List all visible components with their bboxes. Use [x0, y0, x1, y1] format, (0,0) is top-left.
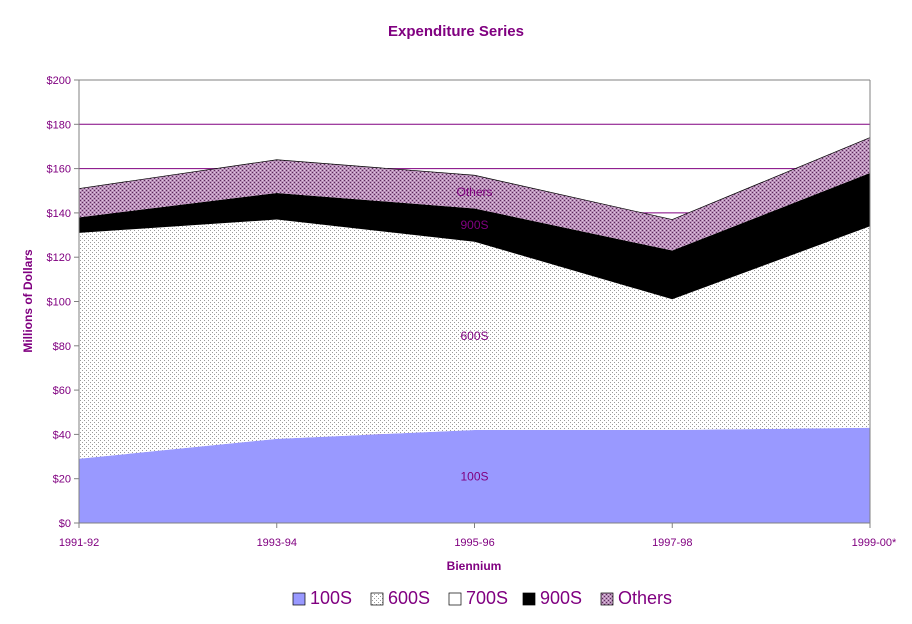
y-tick-label: $160 [47, 164, 71, 176]
y-tick-label: $80 [53, 341, 71, 353]
legend-label: Others [618, 588, 672, 608]
area-label-600s: 600S [460, 329, 488, 343]
legend-item-others: Others [600, 588, 672, 608]
x-tick-label: 1997-98 [652, 537, 692, 549]
y-axis-title: Millions of Dollars [21, 249, 35, 353]
y-tick-label: $180 [47, 119, 71, 131]
x-tick-label: 1999-00* [852, 537, 897, 549]
legend-swatch [522, 592, 536, 606]
area-label-100s: 100S [460, 469, 488, 483]
area-600s [79, 219, 870, 459]
x-axis-title: Biennium [447, 559, 502, 573]
legend-item-600s: 600S [370, 588, 430, 608]
legend: 100S 600S 700S 900S Others [292, 588, 672, 608]
y-tick-label: $60 [53, 385, 71, 397]
legend-item-100s: 100S [292, 588, 352, 608]
y-tick-label: $20 [53, 474, 71, 486]
y-tick-label: $40 [53, 429, 71, 441]
y-tick-label: $120 [47, 252, 71, 264]
axes: $0 $20 $40 $60 $80 $100 $120 $140 $160 $180 $200 19… [47, 75, 898, 549]
y-tick-label: $0 [59, 518, 71, 530]
legend-label: 700S [466, 588, 508, 608]
area-top-outline [78, 137, 871, 220]
x-tick-label: 1991-92 [59, 537, 99, 549]
y-tick-label: $100 [47, 297, 71, 309]
legend-swatch [448, 592, 462, 606]
legend-swatch [600, 592, 614, 606]
legend-item-900s: 900S [522, 588, 582, 608]
y-tick-label: $200 [47, 75, 71, 87]
x-tick-label: 1995-96 [454, 537, 494, 549]
legend-label: 600S [388, 588, 430, 608]
legend-label: 100S [310, 588, 352, 608]
legend-label: 900S [540, 588, 582, 608]
area-100s [79, 427, 870, 523]
area-others [79, 137, 870, 251]
legend-item-700s: 700S [448, 588, 508, 608]
stacked-areas [78, 137, 871, 523]
area-labels: 100S 600S 900S Others [456, 185, 492, 484]
area-label-900s: 900S [460, 218, 488, 232]
legend-swatch [370, 592, 384, 606]
y-tick-label: $140 [47, 208, 71, 220]
area-900s [79, 173, 870, 300]
x-tick-label: 1993-94 [257, 537, 297, 549]
chart-title: Expenditure Series [388, 23, 524, 40]
area-label-others: Others [456, 185, 492, 199]
legend-swatch [292, 592, 306, 606]
